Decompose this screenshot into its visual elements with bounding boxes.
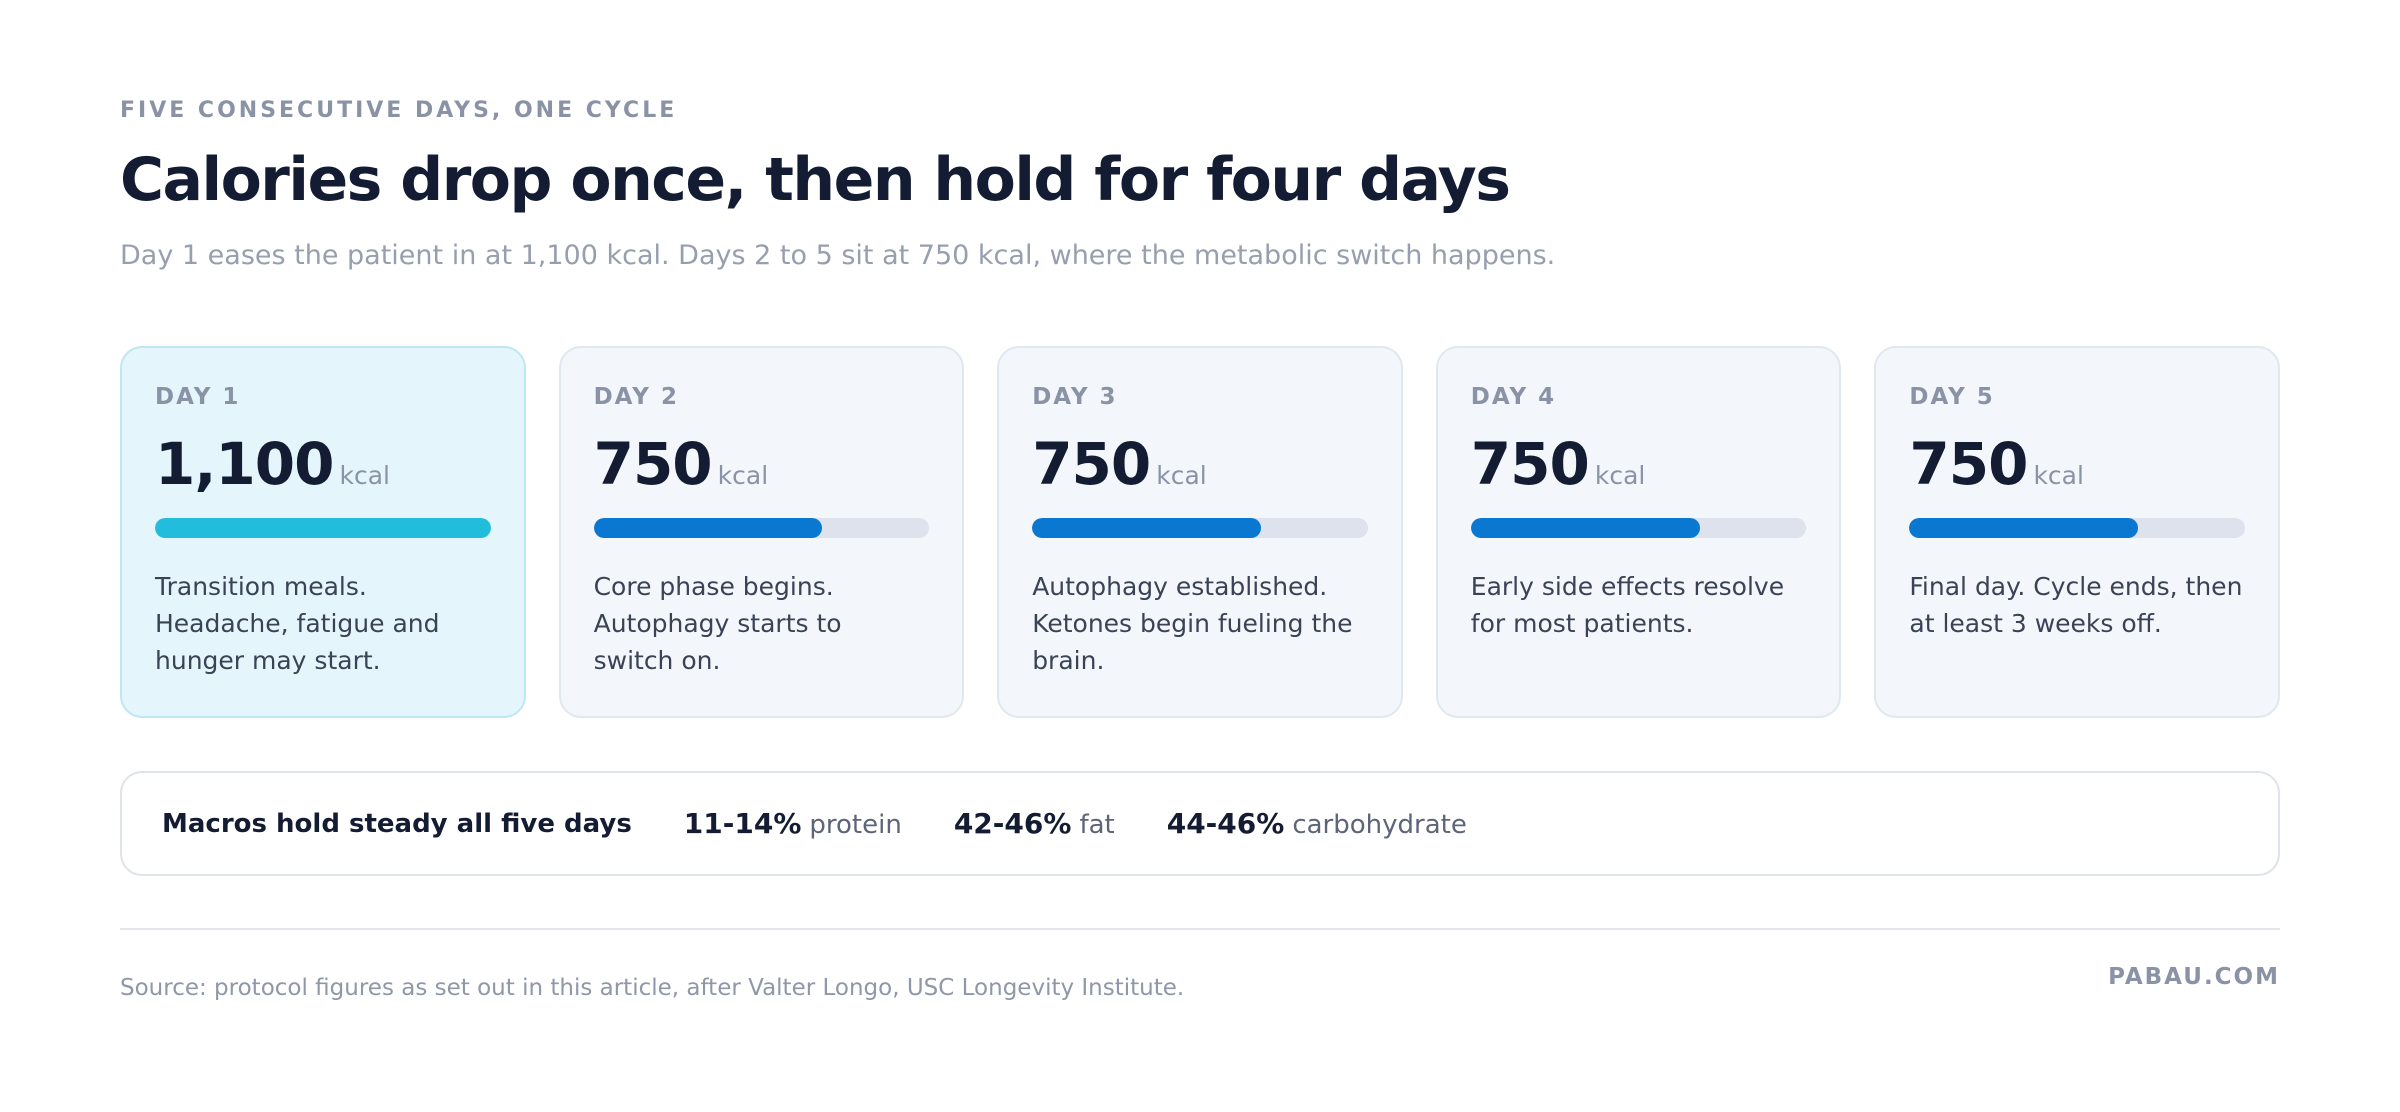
day-label: DAY 1: [155, 384, 241, 410]
day-card: DAY 5 750 kcal Final day. Cycle ends, then …: [1874, 346, 2280, 718]
value-row: 750 kcal: [1909, 430, 2245, 498]
macros-label: Macros hold steady all five days: [162, 808, 632, 839]
kcal-value: 1,100: [155, 430, 334, 498]
kcal-unit: kcal: [1594, 461, 1646, 490]
day-label: DAY 5: [1909, 384, 1995, 410]
bar-fill: [593, 518, 823, 538]
bar-fill: [155, 518, 491, 538]
day-card: DAY 1 1,100 kcal Transition meals. Headache…: [120, 346, 526, 718]
value-row: 750 kcal: [1471, 430, 1807, 498]
brand: PABAU.COM: [2108, 964, 2280, 990]
day-label: DAY 2: [593, 384, 679, 410]
day-description: Transition meals. Headache, fatigue and …: [155, 572, 440, 675]
value-row: 750 kcal: [594, 430, 930, 498]
day-card: DAY 4 750 kcal Early side effects resolve f…: [1435, 346, 1842, 718]
day-cards: DAY 1 1,100 kcal Transition meals. Headache…: [120, 346, 2280, 718]
value-row: 1,100 kcal: [155, 430, 491, 498]
macro-item: 42-46% fat: [954, 807, 1115, 840]
kcal-value: 750: [1032, 430, 1151, 498]
bar-track: [593, 518, 930, 538]
bar-track: [155, 518, 491, 538]
day-card: DAY 2 750 kcal Core phase begins. Autophagy…: [558, 346, 965, 718]
day-description: Final day. Cycle ends, then at least 3 w…: [1909, 572, 2243, 638]
value-row: 750 kcal: [1032, 430, 1368, 498]
kcal-unit: kcal: [339, 461, 390, 490]
title: Calories drop once, then hold for four d…: [120, 145, 1511, 215]
kcal-value: 750: [1470, 430, 1590, 498]
macro-range: 11-14%: [683, 807, 802, 840]
divider: [120, 928, 2280, 930]
source: Source: protocol figures as set out in t…: [120, 975, 1185, 1001]
macro-range: 44-46%: [1166, 807, 1285, 840]
day-label: DAY 4: [1470, 384, 1557, 410]
kcal-unit: kcal: [2033, 461, 2084, 490]
kcal-unit: kcal: [1156, 461, 1207, 490]
macro-range: 42-46%: [953, 807, 1072, 840]
eyebrow: FIVE CONSECUTIVE DAYS, ONE CYCLE: [120, 98, 678, 123]
day-description: Core phase begins. Autophagy starts to s…: [593, 572, 842, 675]
macro-item: 44-46% carbohydrate: [1167, 807, 1467, 840]
macro-name: carbohydrate: [1292, 810, 1467, 840]
kcal-value: 750: [1909, 430, 2028, 498]
macro-name: fat: [1079, 810, 1115, 840]
bar-track: [1470, 518, 1807, 538]
kcal-value: 750: [593, 430, 713, 498]
kcal-unit: kcal: [717, 461, 769, 490]
subtitle: Day 1 eases the patient in at 1,100 kcal…: [120, 240, 1556, 271]
day-card: DAY 3 750 kcal Autophagy established. Keton…: [997, 346, 1403, 718]
bar-track: [1909, 518, 2245, 538]
bar-track: [1032, 518, 1368, 538]
day-description: Early side effects resolve for most pati…: [1470, 572, 1785, 638]
bar-fill: [1909, 518, 2139, 538]
day-description: Autophagy established. Ketones begin fue…: [1032, 572, 1353, 675]
macro-name: protein: [809, 810, 902, 840]
bar-fill: [1470, 518, 1700, 538]
macro-item: 11-14% protein: [684, 807, 902, 840]
macros-panel: Macros hold steady all five days 11-14% p…: [120, 771, 2280, 876]
day-label: DAY 3: [1032, 384, 1118, 410]
bar-fill: [1032, 518, 1261, 538]
